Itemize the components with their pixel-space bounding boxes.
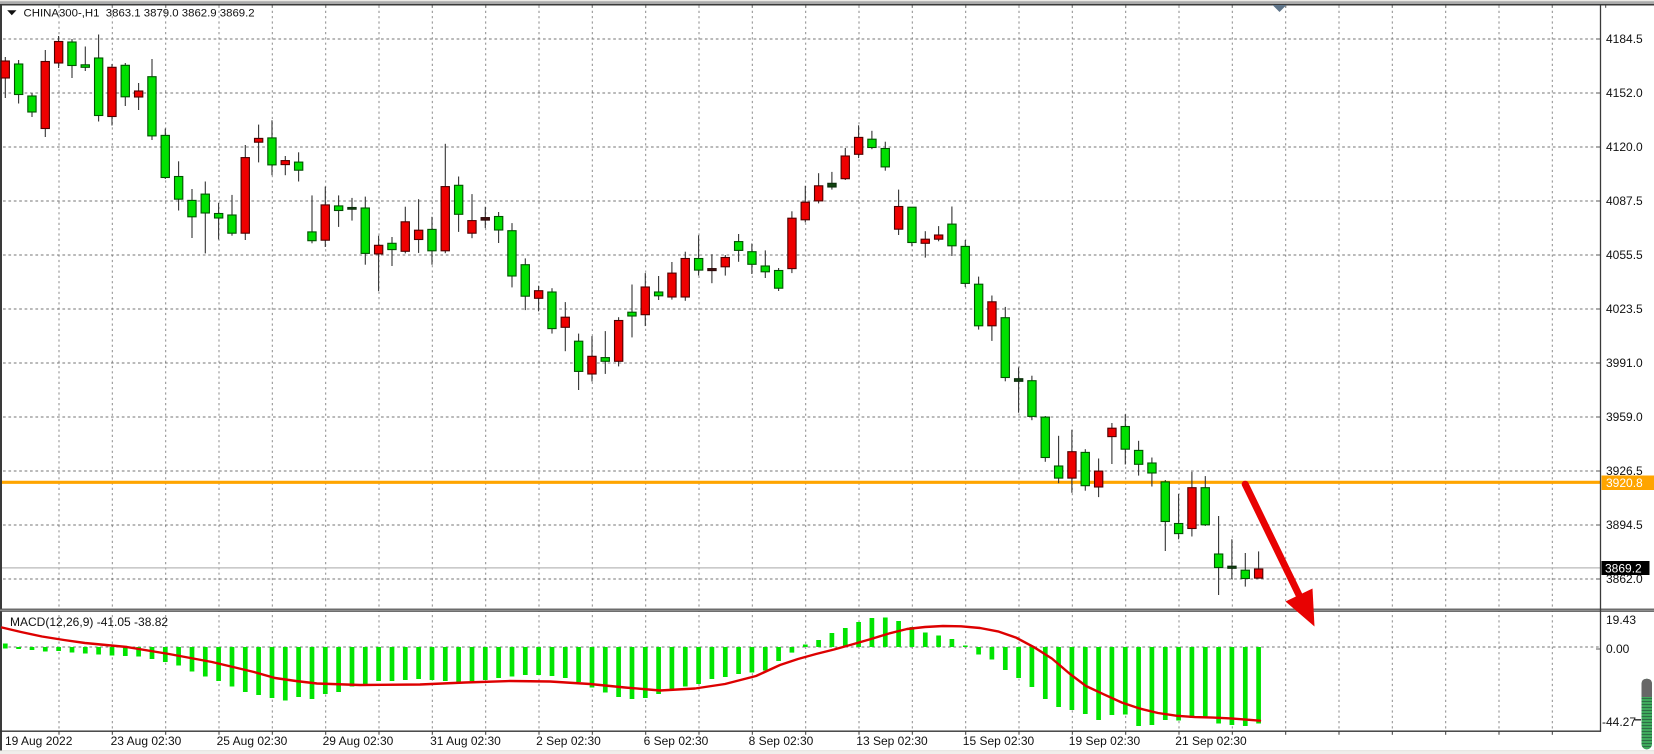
svg-text:31 Aug 02:30: 31 Aug 02:30	[430, 734, 501, 748]
svg-text:19 Sep 02:30: 19 Sep 02:30	[1069, 734, 1141, 748]
svg-text:19.43: 19.43	[1606, 613, 1636, 627]
svg-text:15 Sep 02:30: 15 Sep 02:30	[963, 734, 1035, 748]
svg-text:23 Aug 02:30: 23 Aug 02:30	[111, 734, 182, 748]
svg-text:3862.0: 3862.0	[1606, 572, 1643, 586]
svg-text:3894.5: 3894.5	[1606, 518, 1643, 532]
svg-text:25 Aug 02:30: 25 Aug 02:30	[217, 734, 288, 748]
svg-text:CHINA300-,H1 3863.1 3879.0 38: CHINA300-,H1 3863.1 3879.0 3862.9 3869.2	[24, 8, 255, 20]
svg-text:0.00: 0.00	[1606, 642, 1630, 656]
svg-text:3991.0: 3991.0	[1606, 356, 1643, 370]
svg-text:3959.0: 3959.0	[1606, 410, 1643, 424]
svg-text:3869.2: 3869.2	[1605, 562, 1642, 576]
svg-text:4152.0: 4152.0	[1606, 86, 1643, 100]
svg-text:3920.8: 3920.8	[1606, 476, 1643, 490]
svg-text:MACD(12,26,9) -41.05 -38.82: MACD(12,26,9) -41.05 -38.82	[10, 615, 168, 629]
svg-text:29 Aug 02:30: 29 Aug 02:30	[323, 734, 394, 748]
svg-text:13 Sep 02:30: 13 Sep 02:30	[856, 734, 928, 748]
svg-text:21 Sep 02:30: 21 Sep 02:30	[1175, 734, 1247, 748]
svg-text:3926.5: 3926.5	[1606, 464, 1643, 478]
svg-text:4055.5: 4055.5	[1606, 248, 1643, 262]
svg-text:4023.5: 4023.5	[1606, 302, 1643, 316]
svg-text:8 Sep 02:30: 8 Sep 02:30	[749, 734, 814, 748]
svg-text:6 Sep 02:30: 6 Sep 02:30	[644, 734, 709, 748]
svg-text:-44.27: -44.27	[1602, 715, 1636, 729]
svg-text:2 Sep 02:30: 2 Sep 02:30	[536, 734, 601, 748]
svg-text:4087.5: 4087.5	[1606, 194, 1643, 208]
svg-text:19 Aug 2022: 19 Aug 2022	[5, 734, 73, 748]
svg-text:4120.0: 4120.0	[1606, 140, 1643, 154]
svg-text:4184.5: 4184.5	[1606, 32, 1643, 46]
